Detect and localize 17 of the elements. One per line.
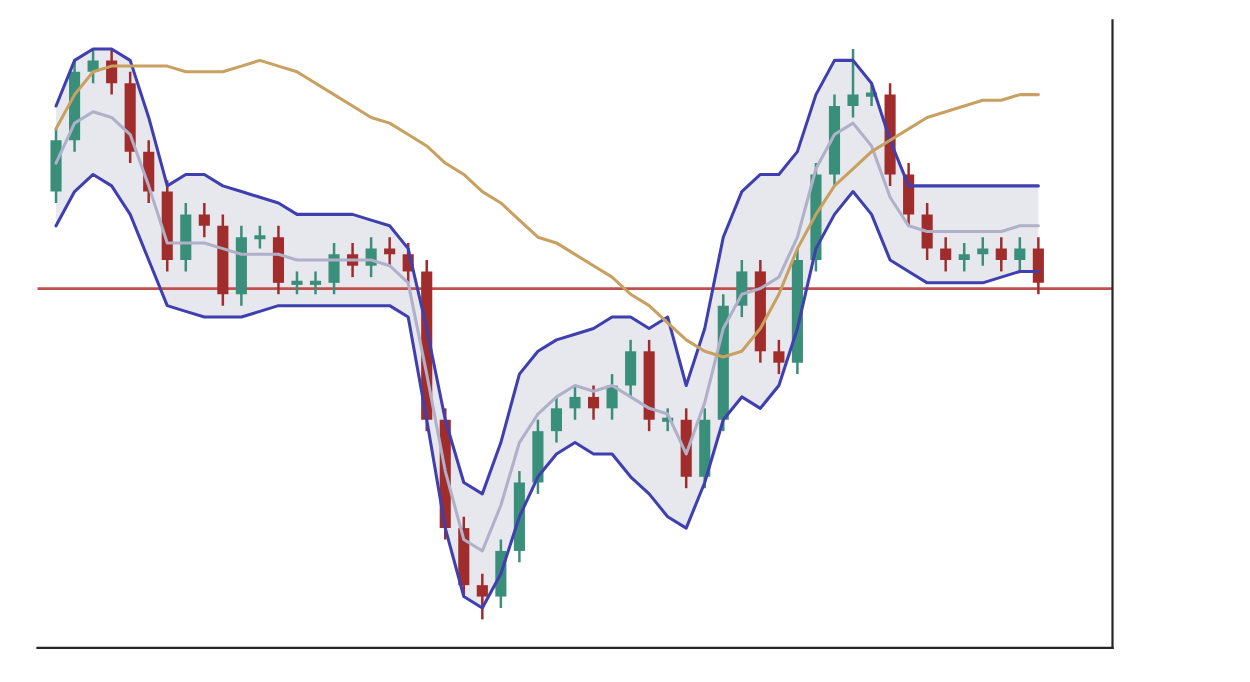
candlestick (995, 235, 1007, 273)
candlestick (921, 201, 933, 262)
candlestick (625, 338, 637, 399)
candlestick (773, 338, 785, 376)
candlestick (198, 201, 210, 239)
candlestick (272, 224, 285, 296)
candlestick (476, 572, 488, 621)
candlestick (550, 395, 563, 444)
candlestick (1014, 235, 1026, 273)
candlestick (569, 384, 581, 421)
candlestick (587, 384, 600, 421)
candlestick (180, 201, 192, 273)
candlestick (847, 47, 859, 119)
candlestick (328, 241, 340, 296)
candlestick (940, 235, 952, 273)
candlestick (958, 241, 970, 273)
candlestick (1032, 235, 1044, 296)
